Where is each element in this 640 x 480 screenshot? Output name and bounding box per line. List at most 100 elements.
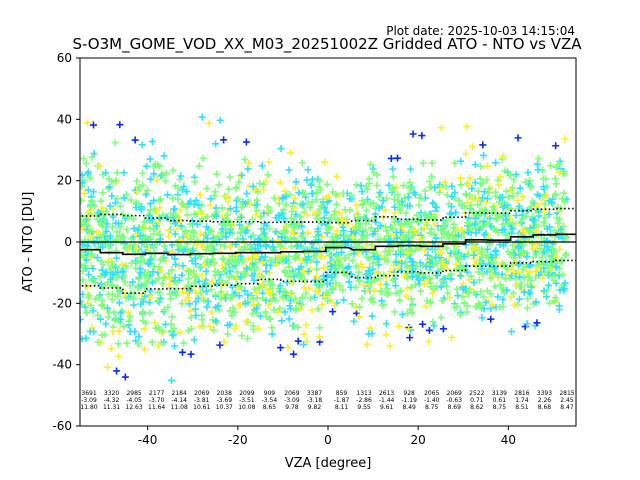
scatter-point	[276, 179, 284, 187]
scatter-point	[86, 232, 94, 240]
scatter-point	[519, 193, 527, 201]
scatter-point	[426, 213, 434, 221]
scatter-point	[268, 330, 276, 338]
scatter-point	[88, 250, 96, 258]
scatter-point	[514, 189, 522, 197]
scatter-point	[155, 162, 163, 170]
scatter-point	[540, 248, 548, 256]
scatter-point	[249, 215, 257, 223]
scatter-point	[228, 312, 236, 320]
scatter-point	[170, 324, 178, 332]
scatter-point	[195, 207, 203, 215]
scatter-point	[317, 217, 325, 225]
scatter-point	[140, 218, 148, 226]
scatter-point	[315, 231, 323, 239]
scatter-point	[437, 249, 445, 257]
scatter-point	[331, 302, 339, 310]
scatter-point	[257, 213, 265, 221]
scatter-point	[160, 306, 168, 314]
scatter-point	[181, 227, 189, 235]
scatter-point	[256, 179, 264, 187]
scatter-point	[183, 188, 191, 196]
scatter-layer	[80, 113, 571, 384]
scatter-point	[192, 298, 200, 306]
scatter-point	[216, 341, 224, 349]
scatter-point	[207, 286, 215, 294]
scatter-point	[479, 179, 487, 187]
scatter-point	[130, 301, 138, 309]
scatter-point	[82, 308, 90, 316]
scatter-point	[145, 260, 153, 268]
scatter-point	[475, 276, 483, 284]
scatter-point	[80, 155, 88, 163]
scatter-point	[285, 252, 293, 260]
scatter-point	[437, 283, 445, 291]
scatter-point	[480, 217, 488, 225]
scatter-point	[383, 273, 391, 281]
scatter-point	[542, 175, 550, 183]
scatter-point	[278, 256, 286, 264]
scatter-point	[177, 243, 185, 251]
scatter-point	[462, 190, 470, 198]
scatter-point	[522, 212, 530, 220]
scatter-point	[291, 195, 299, 203]
bin-stat-mean: 1.74	[515, 397, 529, 404]
scatter-point	[176, 175, 184, 183]
scatter-point	[165, 232, 173, 240]
scatter-point	[220, 220, 228, 228]
scatter-point	[157, 195, 165, 203]
scatter-point	[534, 166, 542, 174]
scatter-point	[317, 186, 325, 194]
scatter-point	[502, 216, 510, 224]
scatter-point	[346, 195, 354, 203]
scatter-point	[178, 200, 186, 208]
scatter-point	[115, 299, 123, 307]
scatter-point	[232, 183, 240, 191]
scatter-point	[272, 260, 280, 268]
scatter-point	[195, 162, 203, 170]
scatter-point	[542, 293, 550, 301]
scatter-point	[388, 224, 396, 232]
scatter-point	[552, 263, 560, 271]
scatter-point	[285, 291, 293, 299]
scatter-point	[190, 232, 198, 240]
scatter-point	[113, 195, 121, 203]
scatter-point	[405, 325, 413, 333]
scatter-point	[146, 155, 154, 163]
scatter-point	[443, 265, 451, 273]
scatter-point	[235, 178, 243, 186]
scatter-point	[113, 367, 121, 375]
scatter-point	[195, 277, 203, 285]
scatter-point	[111, 199, 119, 207]
scatter-point	[118, 261, 126, 269]
scatter-point	[386, 342, 394, 350]
bin-stat-count: 2069	[447, 390, 462, 397]
scatter-point	[384, 291, 392, 299]
scatter-point	[97, 220, 105, 228]
scatter-point	[371, 287, 379, 295]
scatter-point	[164, 303, 172, 311]
scatter-point	[224, 330, 232, 338]
scatter-point	[292, 178, 300, 186]
bin-stat-count: 2985	[126, 390, 141, 397]
scatter-point	[261, 253, 269, 261]
scatter-point	[156, 267, 164, 275]
scatter-point	[262, 267, 270, 275]
scatter-point	[550, 239, 558, 247]
scatter-point	[251, 245, 259, 253]
scatter-point	[348, 257, 356, 265]
scatter-point	[233, 268, 241, 276]
bin-stat-std: 9.78	[285, 404, 299, 411]
scatter-point	[545, 210, 553, 218]
scatter-point	[516, 184, 524, 192]
y-tick-label: -20	[52, 296, 72, 310]
scatter-point	[86, 203, 94, 211]
scatter-point	[212, 204, 220, 212]
scatter-point	[172, 279, 180, 287]
scatter-point	[406, 305, 414, 313]
bin-stat-std: 8.68	[538, 404, 552, 411]
bin-stat-count: 3691	[81, 390, 96, 397]
scatter-point	[486, 274, 494, 282]
scatter-point	[544, 271, 552, 279]
bin-stat-mean: 0.61	[493, 397, 507, 404]
